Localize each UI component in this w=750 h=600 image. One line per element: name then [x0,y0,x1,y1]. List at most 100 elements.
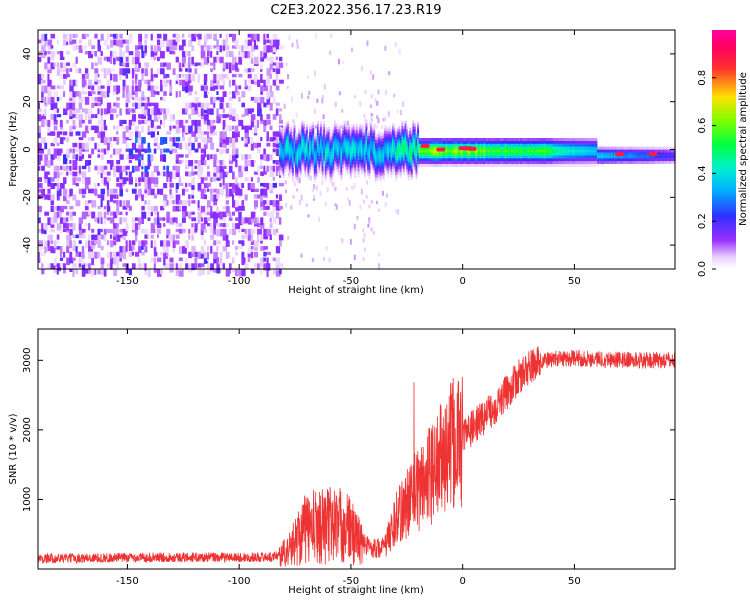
spectrogram-cell [94,62,98,66]
spectrogram-cell [359,149,362,153]
spectrogram-cell [119,62,125,67]
spectrogram-cell [545,140,548,144]
spectrogram-cell [348,199,351,206]
spectrogram-cell [420,146,423,150]
spectrogram-cell [579,140,582,144]
spectrogram-cell [294,182,297,187]
spectrogram-cell [197,263,202,268]
spectrogram-cell [295,165,298,169]
spectrogram-cell [404,166,407,170]
spectrogram-cell [346,128,349,132]
spectrogram-cell [457,143,460,147]
spectrogram-cell [354,147,357,151]
spectrogram-cell [415,133,418,137]
spectrogram-cell [138,137,141,145]
spectrogram-cell [534,146,537,150]
spectrogram-cell [428,160,431,164]
spectrogram-cell [507,140,510,144]
spectrogram-cell [501,152,504,156]
spectrogram-cell [156,257,162,263]
spectrogram-cell [166,246,169,254]
spectrogram-cell [409,142,412,146]
spectrogram-cell [253,142,259,149]
spectrogram-cell [382,166,385,170]
spectrogram-cell [567,146,570,150]
spectrogram-cell [424,138,427,142]
spectrogram-cell [181,125,185,133]
spectrogram-cell [376,165,379,169]
spectrogram-cell [540,158,543,162]
spectrogram-cell [363,233,366,238]
spectrogram-cell [288,168,291,172]
spectrogram-cell [329,154,332,158]
spectrogram-cell [363,143,366,147]
spectrogram-cell [443,160,446,164]
spectrogram-cell [634,146,637,150]
spectrogram-cell [670,152,673,156]
spectrogram-cell [41,96,44,103]
spectrogram-cell [250,68,255,72]
spectrogram-cell [138,79,142,88]
spectrogram-cell [191,131,197,137]
spectrogram-cell [75,177,80,182]
spectrogram-cell [543,149,546,153]
spectrogram-cell [197,114,201,118]
spectrogram-cell [69,205,74,210]
spectrogram-cell [106,137,112,143]
spectrogram-cell [565,160,568,164]
spectrogram-cell [481,160,484,164]
spectrogram-cell [225,234,229,242]
spectrogram-cell [618,149,621,153]
spectrogram-cell [266,68,272,76]
spectrogram-cell [559,138,562,142]
spectrogram-cell [191,142,195,151]
spectrogram-cell [326,141,329,145]
spectrogram-cell [584,143,587,147]
spectrogram-cell [614,158,617,162]
spectrogram-cell [385,140,388,144]
spectrogram-cell [216,240,221,245]
spectrogram-cell [44,119,49,127]
spectrogram-cell [390,168,393,172]
spectrogram-cell [41,148,45,154]
spectrogram-cell [387,133,390,137]
spectrogram-cell [503,158,506,162]
spectrogram-cell [81,73,86,80]
spectrogram-cell [586,143,589,147]
spectrogram-cell [532,158,535,162]
spectrogram-cell [615,160,618,164]
spectrogram-cell [81,96,86,101]
spectrogram-cell [69,79,72,86]
spectrogram-cell [449,152,452,156]
spectrogram-cell [125,142,129,149]
spectrogram-cell [106,108,112,114]
spectrogram-cell [280,150,283,154]
spectrogram-cell [238,205,243,211]
spectrogram-cell [531,146,534,150]
spectrogram-cell [534,152,537,156]
spectrogram-cell [299,143,302,147]
spectrogram-cell [412,126,415,130]
spectrogram-cell [44,228,47,235]
spectrogram-cell [600,158,603,162]
spectrogram-cell [468,152,471,156]
spectrogram-cell [153,205,158,212]
spectrogram-cell [203,194,208,200]
spectrogram-cell [288,139,291,143]
spectrogram-cell [116,228,119,235]
spectrogram-cell [542,158,545,162]
spectrogram-cell [424,149,427,153]
spectrogram-cell [335,143,338,147]
spectrogram-cell [334,149,337,153]
spectrogram-cell [493,155,496,159]
spectrogram-cell [363,169,366,173]
spectrogram-cell [327,146,330,150]
spectrogram-cell [216,119,221,124]
spectrogram-cell [69,68,73,72]
spectrogram-cell [396,165,399,169]
spectrogram-cell [345,135,348,139]
spectrogram-cell [290,129,293,133]
spectrogram-cell [401,148,404,152]
spectrogram-cell [379,144,382,148]
spectrogram-cell [88,137,92,142]
